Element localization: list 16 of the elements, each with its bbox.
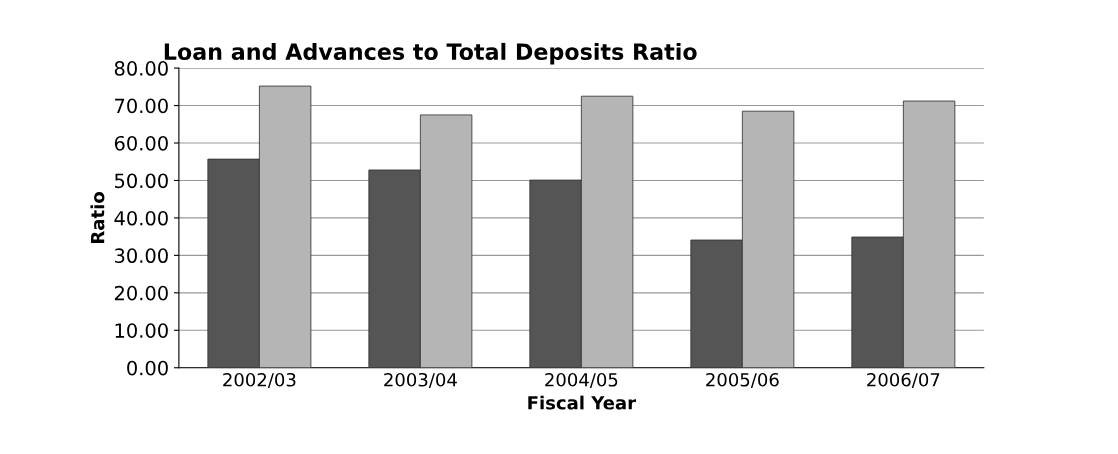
x-tick-label: 2004/05: [545, 372, 618, 388]
x-axis-title: Fiscal Year: [528, 395, 636, 410]
x-tick-label: 2002/03: [223, 372, 296, 388]
x-tick-label: 2005/06: [706, 372, 779, 388]
y-tick-label: 50.00: [114, 173, 168, 189]
y-tick-label: 80.00: [114, 61, 168, 76]
y-tick-label: 0.00: [127, 360, 168, 376]
y-axis-title: Ratio: [90, 192, 105, 243]
x-tick-label: 2003/04: [384, 372, 457, 388]
x-tick-label: 2006/07: [867, 372, 940, 388]
y-tick-label: 10.00: [115, 323, 168, 338]
y-tick-label: 20.00: [114, 285, 168, 301]
y-tick-label: 70.00: [115, 98, 168, 114]
y-tick-label: 30.00: [114, 248, 168, 264]
y-tick-label: 40.00: [114, 210, 168, 226]
y-tick-label: 60.00: [114, 135, 168, 151]
